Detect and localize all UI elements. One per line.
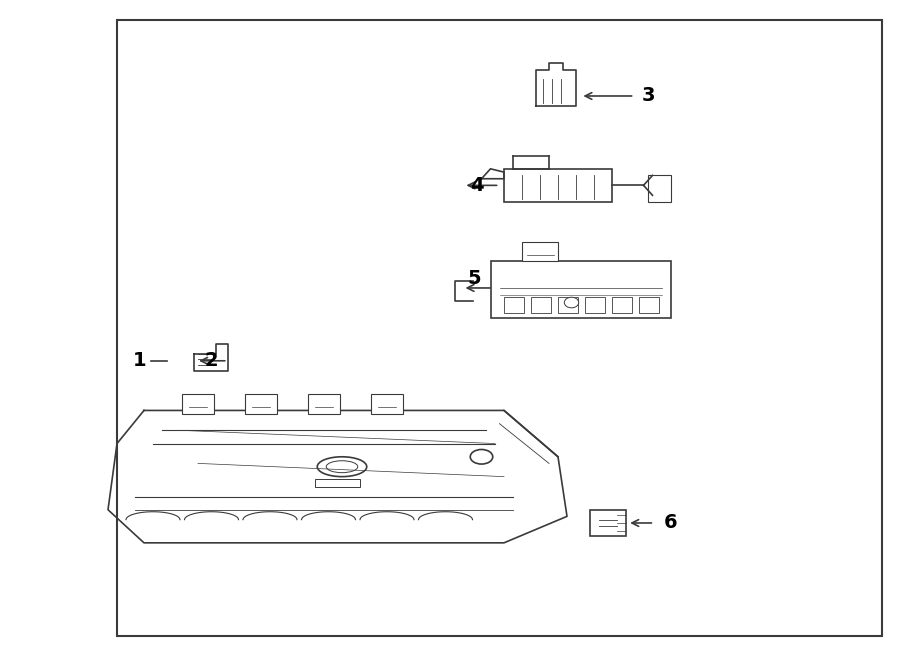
Bar	[612, 297, 632, 313]
Bar	[308, 394, 340, 414]
Text: 2: 2	[204, 352, 219, 370]
Text: 3: 3	[641, 87, 655, 105]
Bar	[491, 261, 670, 318]
Text: 5: 5	[467, 269, 482, 287]
Bar	[639, 297, 659, 313]
Bar	[117, 20, 882, 636]
Bar	[585, 297, 605, 313]
Bar	[531, 297, 551, 313]
Bar	[558, 297, 578, 313]
Bar	[245, 394, 277, 414]
Text: 1: 1	[132, 352, 147, 370]
Bar	[504, 169, 612, 202]
Bar	[182, 394, 214, 414]
Circle shape	[564, 297, 579, 308]
Bar	[522, 242, 558, 261]
Bar	[371, 394, 403, 414]
Text: 6: 6	[663, 514, 678, 532]
Bar	[315, 479, 360, 487]
Bar	[504, 297, 524, 313]
Bar	[590, 510, 625, 536]
Bar	[648, 175, 670, 202]
Text: 4: 4	[470, 176, 484, 195]
